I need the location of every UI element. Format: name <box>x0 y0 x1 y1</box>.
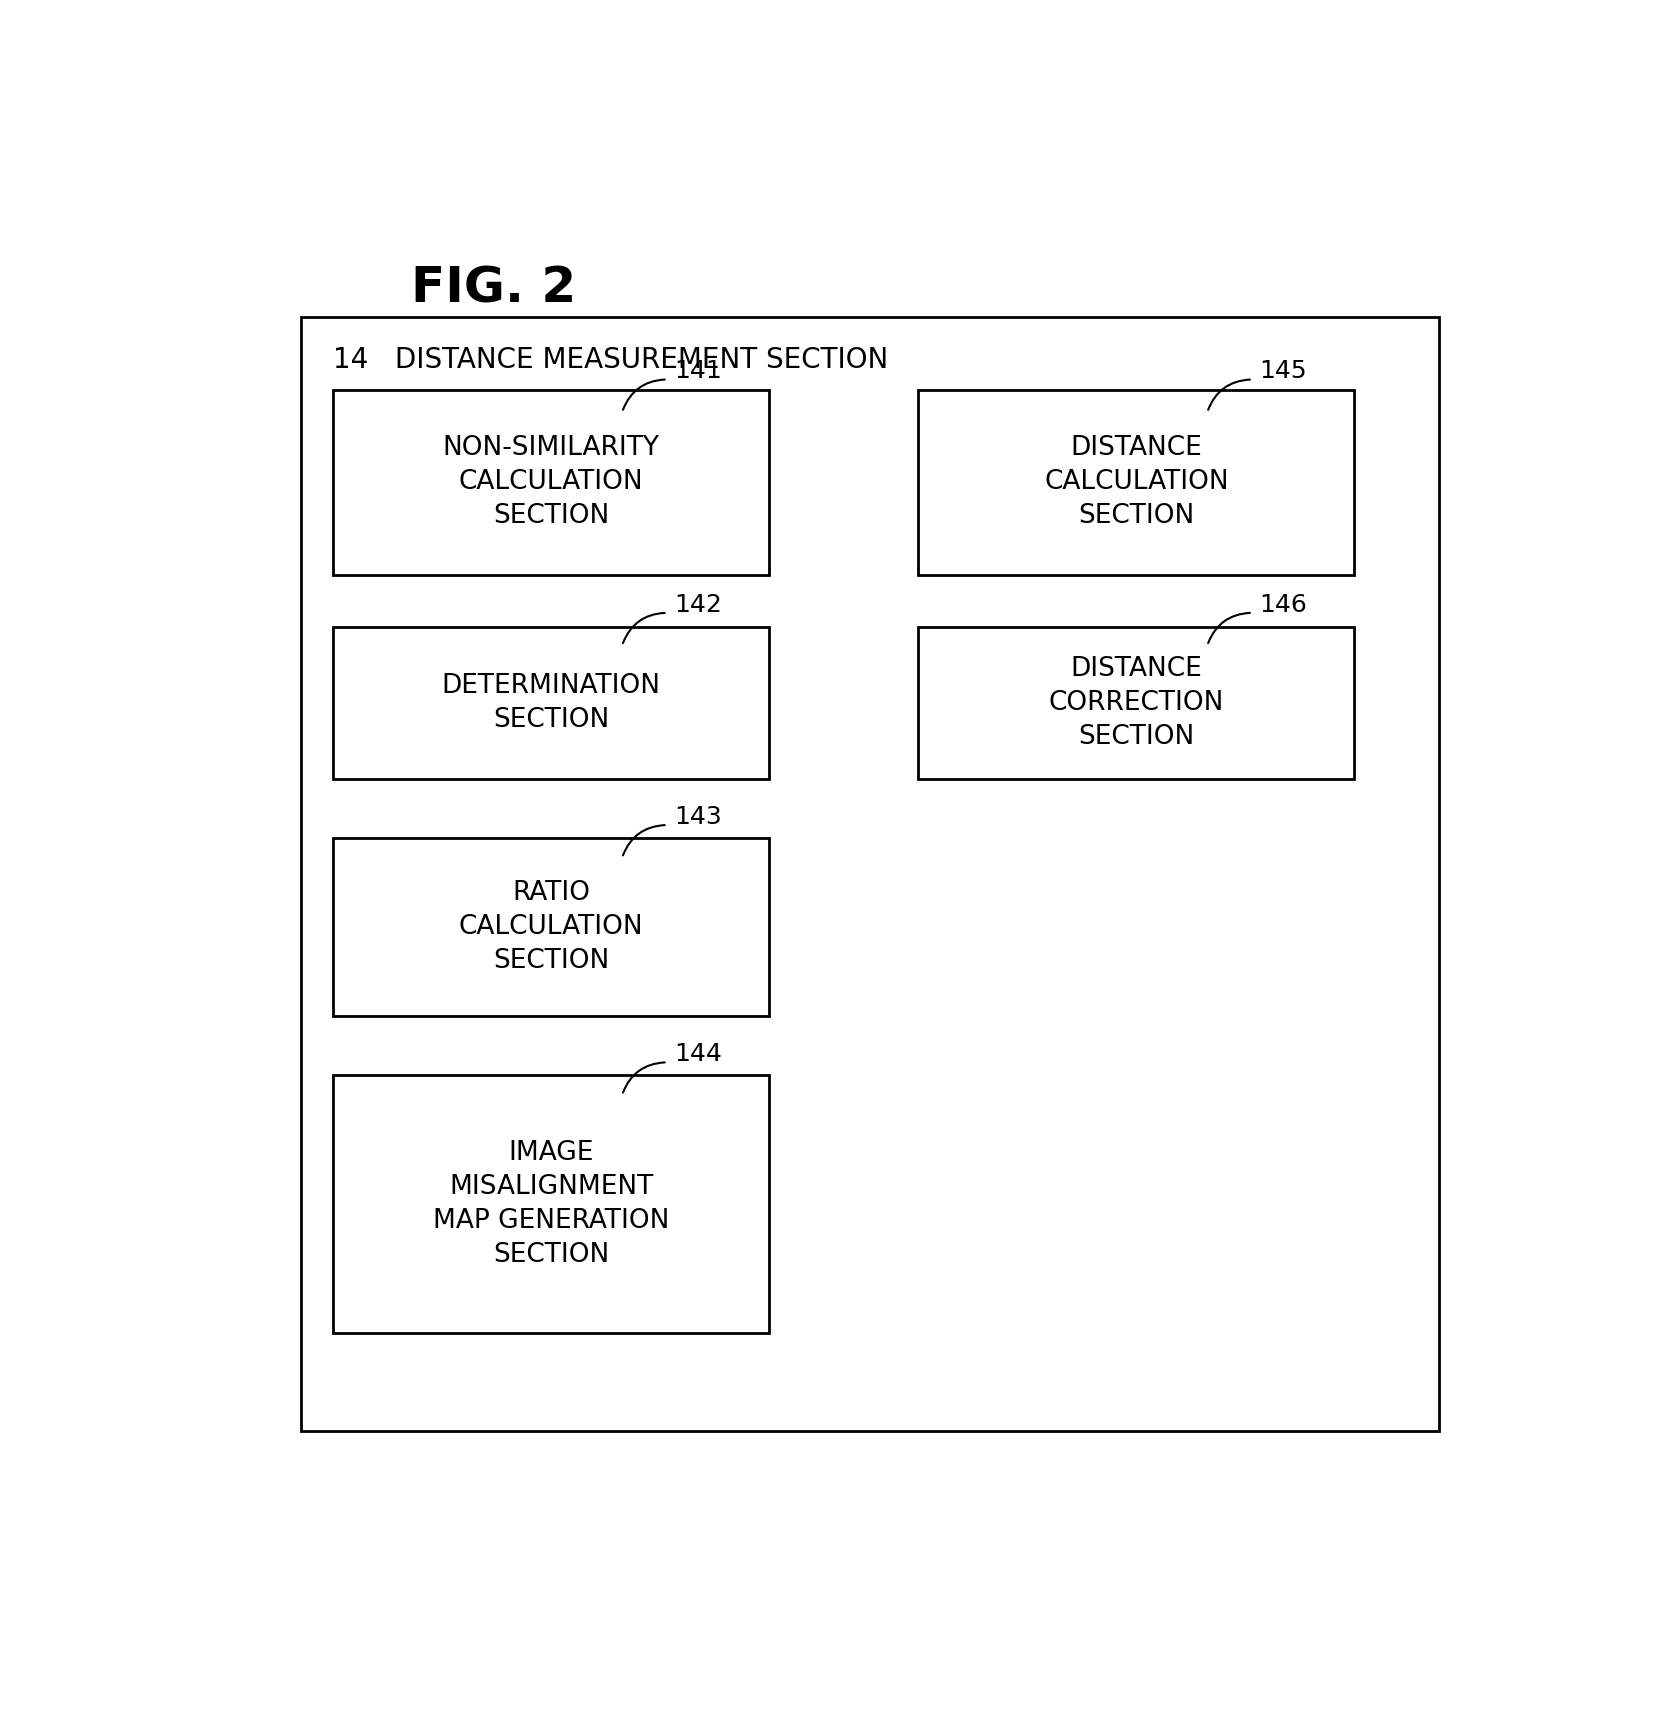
Text: 145: 145 <box>1258 360 1307 383</box>
Text: IMAGE
MISALIGNMENT
MAP GENERATION
SECTION: IMAGE MISALIGNMENT MAP GENERATION SECTIO… <box>433 1140 670 1269</box>
Text: 141: 141 <box>675 360 722 383</box>
Bar <box>334 839 769 1017</box>
Text: DETERMINATION
SECTION: DETERMINATION SECTION <box>441 673 661 733</box>
Bar <box>918 390 1354 575</box>
Text: RATIO
CALCULATION
SECTION: RATIO CALCULATION SECTION <box>458 880 643 974</box>
Text: 14   DISTANCE MEASUREMENT SECTION: 14 DISTANCE MEASUREMENT SECTION <box>334 346 889 375</box>
Bar <box>334 1075 769 1332</box>
Text: 146: 146 <box>1258 592 1307 616</box>
Text: NON-SIMILARITY
CALCULATION
SECTION: NON-SIMILARITY CALCULATION SECTION <box>443 435 659 529</box>
Text: DISTANCE
CORRECTION
SECTION: DISTANCE CORRECTION SECTION <box>1049 656 1223 750</box>
Text: 143: 143 <box>675 805 722 829</box>
Bar <box>918 627 1354 779</box>
Text: DISTANCE
CALCULATION
SECTION: DISTANCE CALCULATION SECTION <box>1044 435 1228 529</box>
Bar <box>334 390 769 575</box>
Text: 144: 144 <box>675 1043 722 1067</box>
Text: FIG. 2: FIG. 2 <box>411 265 577 313</box>
Bar <box>300 317 1438 1431</box>
Bar <box>334 627 769 779</box>
Text: 142: 142 <box>675 592 722 616</box>
